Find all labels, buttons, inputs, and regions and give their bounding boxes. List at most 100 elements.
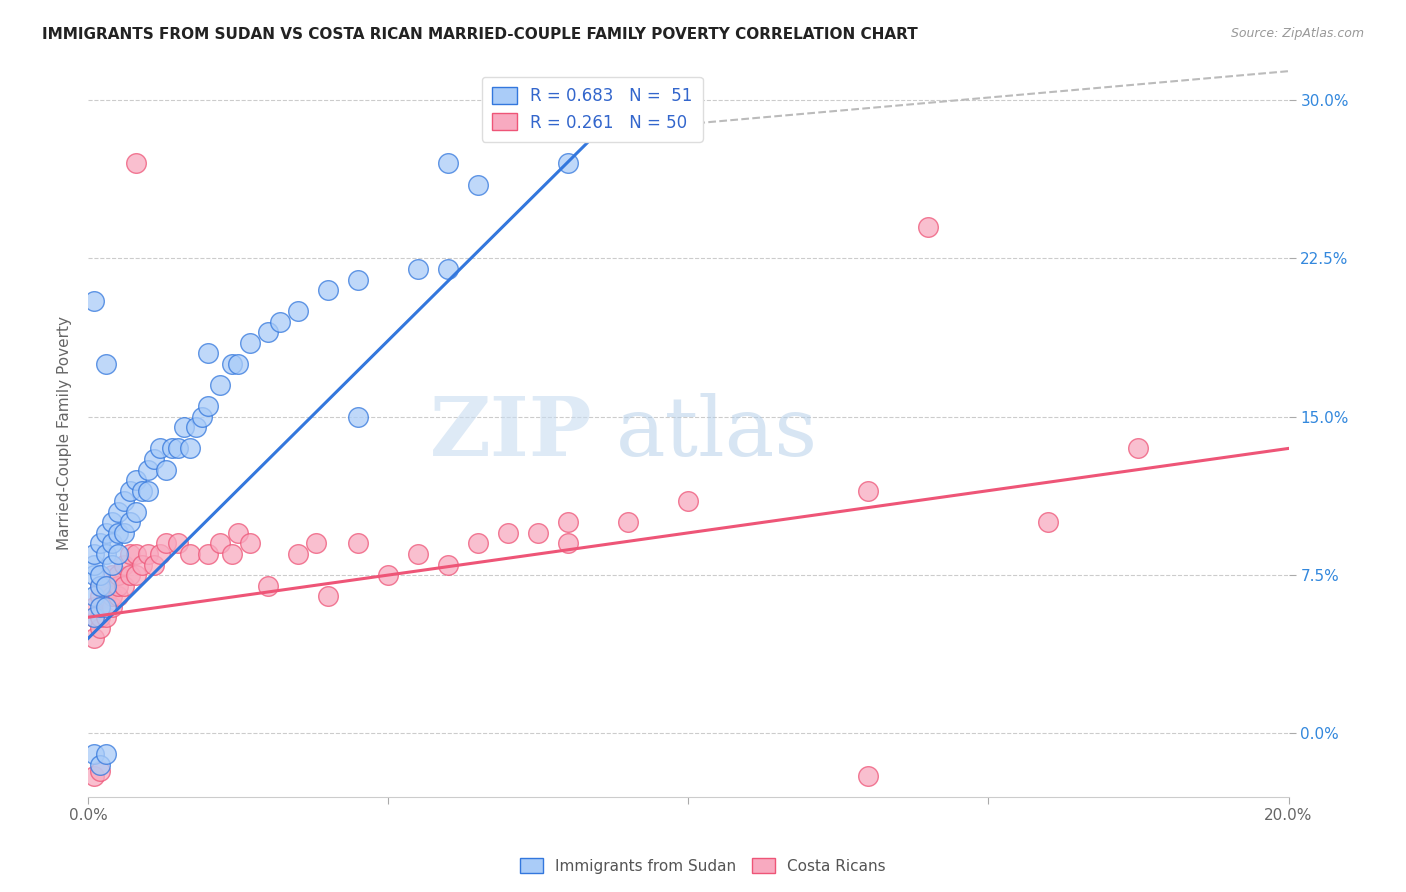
Point [226, 525, 249, 540]
Point [239, 335, 262, 350]
Point [83, 547, 105, 561]
Point [120, 568, 142, 582]
Point [125, 505, 148, 519]
Point [107, 525, 129, 540]
Point [221, 357, 243, 371]
Point [83, 610, 105, 624]
Point [120, 516, 142, 530]
Point [125, 547, 148, 561]
Point [617, 516, 640, 530]
Point [406, 262, 429, 277]
Point [149, 547, 172, 561]
Point [155, 462, 177, 476]
Point [305, 536, 328, 550]
Point [107, 568, 129, 582]
Point [83, 293, 105, 308]
Point [101, 516, 124, 530]
Point [209, 536, 232, 550]
Point [377, 568, 399, 582]
Point [221, 547, 243, 561]
Point [101, 536, 124, 550]
Point [316, 589, 339, 603]
Point [678, 494, 700, 508]
Point [89, 758, 111, 772]
Point [239, 536, 262, 550]
Point [143, 558, 166, 572]
Point [89, 579, 111, 593]
Point [467, 178, 489, 192]
Point [96, 579, 118, 593]
Text: atlas: atlas [616, 392, 818, 473]
Point [406, 547, 429, 561]
Point [287, 304, 309, 318]
Point [96, 747, 118, 762]
Point [858, 768, 880, 782]
Point [112, 558, 135, 572]
Point [149, 442, 172, 456]
Point [112, 579, 135, 593]
Point [101, 568, 124, 582]
Point [209, 378, 232, 392]
Text: IMMIGRANTS FROM SUDAN VS COSTA RICAN MARRIED-COUPLE FAMILY POVERTY CORRELATION C: IMMIGRANTS FROM SUDAN VS COSTA RICAN MAR… [42, 27, 918, 42]
Point [136, 483, 159, 498]
Point [173, 420, 195, 434]
Point [557, 536, 579, 550]
Point [347, 536, 370, 550]
Point [1038, 516, 1060, 530]
Point [83, 747, 105, 762]
Point [89, 621, 111, 635]
Point [96, 579, 118, 593]
Point [557, 156, 579, 170]
Point [347, 409, 370, 424]
Point [131, 558, 153, 572]
Point [89, 589, 111, 603]
Point [257, 326, 280, 340]
Point [179, 442, 201, 456]
Point [96, 589, 118, 603]
Point [160, 442, 183, 456]
Point [107, 579, 129, 593]
Point [83, 599, 105, 614]
Point [125, 473, 148, 487]
Point [125, 568, 148, 582]
Point [167, 536, 190, 550]
Point [101, 599, 124, 614]
Point [83, 610, 105, 624]
Y-axis label: Married-Couple Family Poverty: Married-Couple Family Poverty [58, 316, 72, 549]
Point [89, 536, 111, 550]
Point [83, 558, 105, 572]
Point [437, 558, 460, 572]
Text: Source: ZipAtlas.com: Source: ZipAtlas.com [1230, 27, 1364, 40]
Point [101, 558, 124, 572]
Point [96, 599, 118, 614]
Point [858, 483, 880, 498]
Point [287, 547, 309, 561]
Point [143, 452, 166, 467]
Point [131, 483, 153, 498]
Point [557, 516, 579, 530]
Point [226, 357, 249, 371]
Point [112, 525, 135, 540]
Point [89, 610, 111, 624]
Point [167, 442, 190, 456]
Point [136, 547, 159, 561]
Point [101, 589, 124, 603]
Point [83, 632, 105, 646]
Point [197, 346, 219, 360]
Point [347, 272, 370, 286]
Point [89, 568, 111, 582]
Point [437, 156, 460, 170]
Point [136, 462, 159, 476]
Point [120, 483, 142, 498]
Point [96, 357, 118, 371]
Point [316, 283, 339, 297]
Point [437, 262, 460, 277]
Point [83, 589, 105, 603]
Point [107, 505, 129, 519]
Point [1128, 442, 1150, 456]
Point [89, 599, 111, 614]
Point [467, 536, 489, 550]
Point [917, 219, 939, 234]
Point [125, 156, 148, 170]
Legend: R = 0.683   N =  51, R = 0.261   N = 50: R = 0.683 N = 51, R = 0.261 N = 50 [482, 77, 703, 142]
